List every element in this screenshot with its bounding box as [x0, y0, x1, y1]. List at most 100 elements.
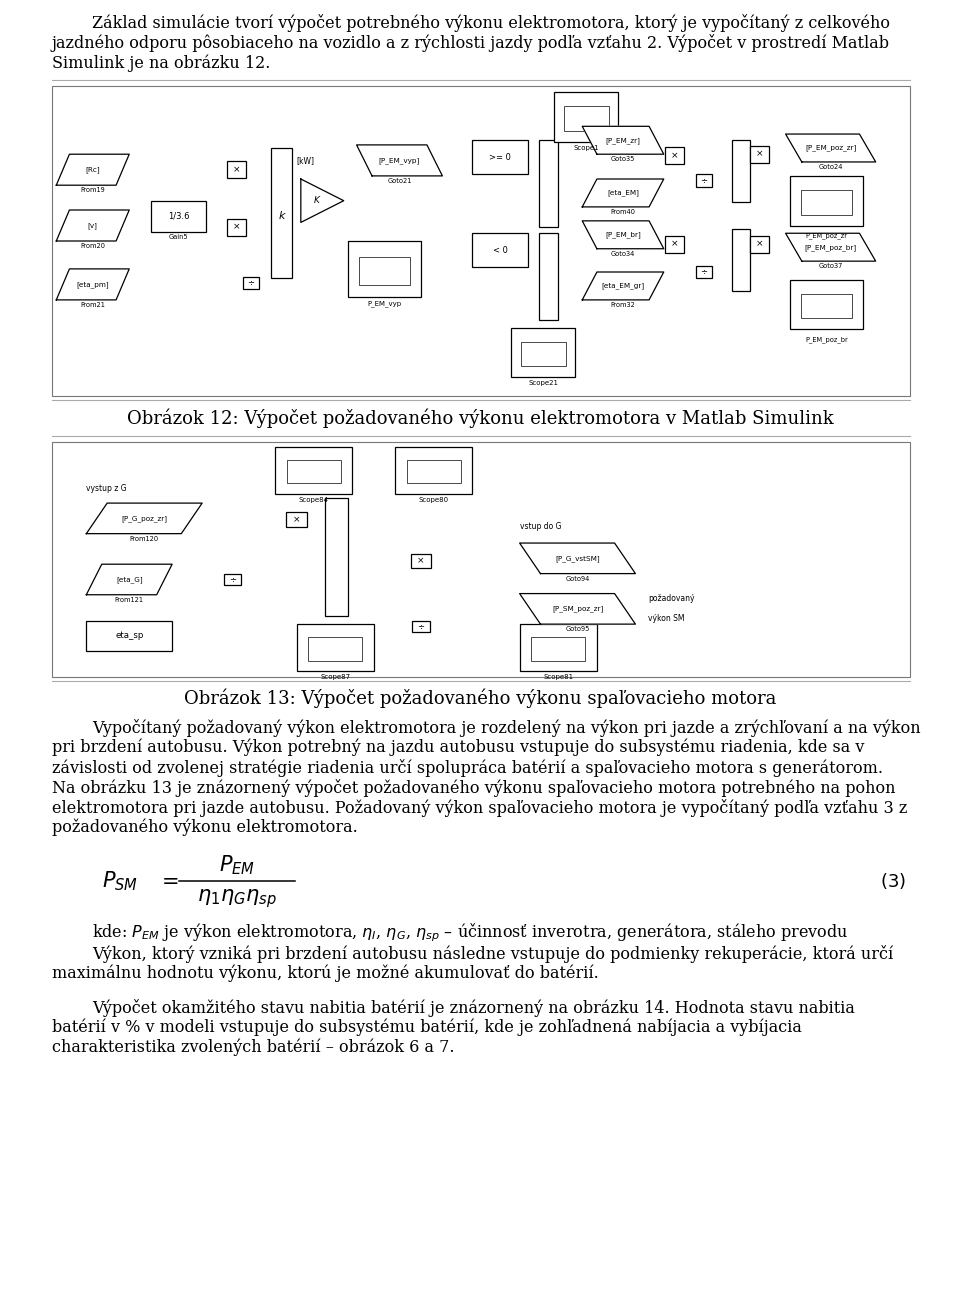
Bar — [520, 342, 565, 366]
Text: Scope1: Scope1 — [573, 145, 599, 150]
Text: [P_EM_zr]: [P_EM_zr] — [606, 137, 640, 144]
Text: From120: From120 — [130, 536, 158, 541]
Bar — [348, 241, 420, 297]
Text: [eta_G]: [eta_G] — [116, 576, 142, 583]
Text: ×: × — [671, 240, 679, 249]
Text: [P_EM_poz_zr]: [P_EM_poz_zr] — [805, 145, 856, 152]
Text: pri brzdení autobusu. Výkon potrebný na jazdu autobusu vstupuje do subsystému ri: pri brzdení autobusu. Výkon potrebný na … — [52, 739, 864, 756]
Bar — [732, 140, 751, 202]
Bar — [324, 499, 348, 616]
Bar — [472, 140, 528, 175]
Polygon shape — [86, 502, 203, 534]
Text: ÷: ÷ — [701, 268, 708, 277]
Text: P_EM_poz_br: P_EM_poz_br — [805, 335, 848, 343]
Bar — [287, 460, 341, 483]
Text: [kW]: [kW] — [297, 155, 315, 164]
Polygon shape — [785, 135, 876, 162]
Bar — [665, 148, 684, 164]
Text: požadovaného výkonu elektromotora.: požadovaného výkonu elektromotora. — [52, 818, 358, 837]
Text: ×: × — [232, 223, 240, 232]
Text: P_EM_poz_zr: P_EM_poz_zr — [805, 232, 848, 238]
Text: Goto34: Goto34 — [611, 251, 636, 256]
Text: ÷: ÷ — [418, 622, 424, 631]
Text: From19: From19 — [81, 188, 106, 193]
Text: ×: × — [232, 166, 240, 175]
Bar — [564, 106, 609, 131]
Text: Vypočítaný požadovaný výkon elektromotora je rozdelený na výkon pri jazde a zrýc: Vypočítaný požadovaný výkon elektromotor… — [92, 719, 921, 737]
Text: Goto94: Goto94 — [565, 575, 589, 581]
Bar — [732, 229, 751, 290]
Text: kde: $P_{EM}$ je výkon elektromotora, $\eta_I$, $\eta_G$, $\eta_{sp}$ – účinnosť: kde: $P_{EM}$ je výkon elektromotora, $\… — [92, 921, 849, 944]
Text: výkon SM: výkon SM — [648, 614, 684, 623]
Polygon shape — [583, 179, 663, 207]
Text: charakteristika zvolených batérií – obrázok 6 a 7.: charakteristika zvolených batérií – obrá… — [52, 1039, 454, 1057]
Text: Goto95: Goto95 — [565, 625, 589, 632]
Text: Obrázok 13: Výpočet požadovaného výkonu spaľovacieho motora: Obrázok 13: Výpočet požadovaného výkonu … — [183, 689, 777, 708]
Text: požadovaný: požadovaný — [648, 593, 695, 602]
Text: Goto35: Goto35 — [611, 157, 636, 162]
Text: ×: × — [671, 152, 679, 161]
Text: Scope87: Scope87 — [320, 675, 350, 680]
Text: Obrázok 12: Výpočet požadovaného výkonu elektromotora v Matlab Simulink: Obrázok 12: Výpočet požadovaného výkonu … — [127, 408, 833, 427]
Bar — [276, 447, 352, 493]
Bar — [411, 554, 431, 567]
Polygon shape — [57, 269, 130, 300]
Bar — [511, 328, 575, 377]
Bar — [801, 294, 852, 319]
Text: $P_{SM}$: $P_{SM}$ — [102, 869, 138, 892]
Bar — [86, 620, 172, 651]
Bar — [540, 233, 558, 320]
Bar — [227, 161, 246, 179]
Polygon shape — [583, 272, 663, 300]
Polygon shape — [300, 179, 344, 223]
Text: elektromotora pri jazde autobusu. Požadovaný výkon spaľovacieho motora je vypočí: elektromotora pri jazde autobusu. Požado… — [52, 799, 907, 817]
Text: ×: × — [293, 515, 300, 524]
Polygon shape — [519, 543, 636, 574]
Text: < 0: < 0 — [492, 246, 508, 255]
Bar — [790, 176, 863, 225]
Text: $\eta_1 \eta_G \eta_{sp}$: $\eta_1 \eta_G \eta_{sp}$ — [197, 887, 276, 910]
Text: [P_G_poz_zr]: [P_G_poz_zr] — [121, 515, 167, 522]
Text: [eta_pm]: [eta_pm] — [77, 281, 109, 287]
Text: eta_sp: eta_sp — [115, 632, 143, 640]
Text: Výkon, ktorý vzniká pri brzdení autobusu následne vstupuje do podmienky rekuperá: Výkon, ktorý vzniká pri brzdení autobusu… — [92, 945, 893, 963]
Text: [P_SM_poz_zr]: [P_SM_poz_zr] — [552, 606, 603, 613]
Bar — [790, 280, 863, 329]
Text: závislosti od zvolenej stratégie riadenia určí spolupráca batérií a spaľovacieho: závislosti od zvolenej stratégie riadeni… — [52, 759, 883, 777]
Text: From21: From21 — [81, 302, 106, 308]
Bar — [52, 442, 910, 677]
Bar — [308, 637, 362, 660]
Text: ÷: ÷ — [228, 575, 236, 584]
Text: batérií v % v modeli vstupuje do subsystému batérií, kde je zohľadnená nabíjacia: batérií v % v modeli vstupuje do subsyst… — [52, 1019, 802, 1036]
Polygon shape — [57, 154, 130, 185]
Polygon shape — [785, 233, 876, 262]
Text: Na obrázku 13 je znázornený výpočet požadovaného výkonu spaľovacieho motora potr: Na obrázku 13 je znázornený výpočet poža… — [52, 780, 896, 796]
Text: ÷: ÷ — [701, 176, 708, 185]
Bar — [297, 624, 373, 671]
Text: ×: × — [756, 240, 763, 249]
Text: [eta_EM]: [eta_EM] — [607, 189, 639, 197]
Bar — [696, 175, 711, 186]
Text: From40: From40 — [611, 208, 636, 215]
Text: [eta_EM_gr]: [eta_EM_gr] — [601, 282, 644, 289]
Bar — [243, 277, 259, 289]
Text: Goto21: Goto21 — [387, 177, 412, 184]
Bar — [396, 447, 472, 493]
Text: jazdného odporu pôsobiaceho na vozidlo a z rýchlosti jazdy podľa vzťahu 2. Výpoč: jazdného odporu pôsobiaceho na vozidlo a… — [52, 34, 890, 52]
Text: Goto37: Goto37 — [819, 263, 843, 269]
Text: ÷: ÷ — [248, 278, 254, 287]
Bar — [151, 201, 206, 232]
Text: [P_EM_vyp]: [P_EM_vyp] — [379, 157, 420, 163]
Bar — [519, 624, 597, 671]
Text: K: K — [314, 197, 320, 205]
Polygon shape — [57, 210, 130, 241]
Bar — [531, 637, 586, 660]
Text: ×: × — [418, 556, 424, 565]
Bar — [472, 233, 528, 267]
Text: $(3)$: $(3)$ — [880, 872, 906, 891]
Text: maximálnu hodnotu výkonu, ktorú je možné akumulovať do batérií.: maximálnu hodnotu výkonu, ktorú je možné… — [52, 965, 599, 983]
Polygon shape — [86, 565, 172, 594]
Bar — [407, 460, 461, 483]
Text: Scope21: Scope21 — [528, 381, 558, 386]
Text: Scope84: Scope84 — [299, 497, 328, 502]
